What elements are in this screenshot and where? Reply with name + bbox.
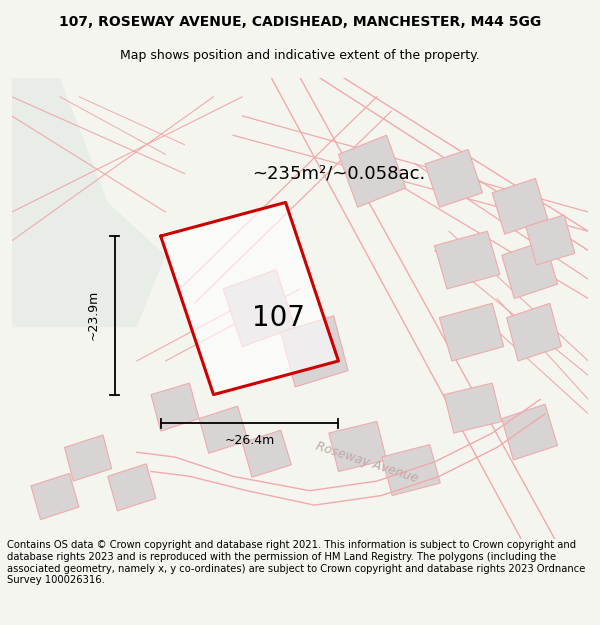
Polygon shape	[31, 473, 79, 519]
Text: Map shows position and indicative extent of the property.: Map shows position and indicative extent…	[120, 49, 480, 62]
Polygon shape	[199, 406, 248, 453]
Polygon shape	[12, 78, 166, 328]
Polygon shape	[492, 178, 548, 234]
Polygon shape	[329, 421, 386, 471]
Polygon shape	[502, 404, 557, 460]
Text: 107: 107	[252, 304, 305, 332]
Polygon shape	[434, 231, 500, 289]
Polygon shape	[444, 383, 502, 433]
Polygon shape	[425, 149, 482, 208]
Text: ~235m²/~0.058ac.: ~235m²/~0.058ac.	[252, 164, 425, 182]
Polygon shape	[161, 202, 338, 394]
Polygon shape	[439, 303, 504, 361]
Polygon shape	[338, 135, 406, 208]
Polygon shape	[223, 270, 295, 346]
Polygon shape	[506, 303, 562, 361]
Polygon shape	[108, 464, 156, 511]
Polygon shape	[382, 444, 440, 496]
Text: ~23.9m: ~23.9m	[87, 290, 100, 341]
Polygon shape	[526, 215, 575, 265]
Text: ~26.4m: ~26.4m	[224, 434, 275, 447]
Polygon shape	[151, 383, 199, 431]
Polygon shape	[502, 241, 557, 299]
Text: 107, ROSEWAY AVENUE, CADISHEAD, MANCHESTER, M44 5GG: 107, ROSEWAY AVENUE, CADISHEAD, MANCHEST…	[59, 15, 541, 29]
Polygon shape	[242, 430, 292, 478]
Text: Roseway Avenue: Roseway Avenue	[314, 439, 420, 484]
Polygon shape	[281, 316, 348, 387]
Text: Contains OS data © Crown copyright and database right 2021. This information is : Contains OS data © Crown copyright and d…	[7, 541, 586, 585]
Polygon shape	[65, 435, 112, 481]
